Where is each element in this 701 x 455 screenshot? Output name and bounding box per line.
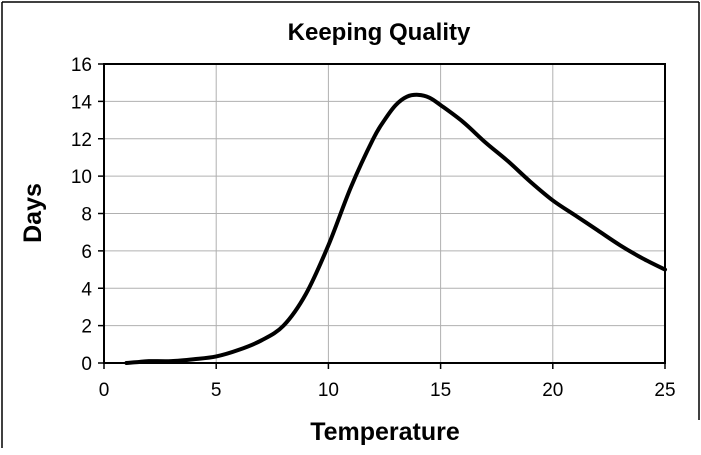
y-tick-label: 16 (71, 55, 92, 76)
x-tick-label: 0 (99, 380, 110, 401)
x-axis-title: Temperature (310, 418, 460, 446)
x-tick-label: 20 (542, 380, 563, 401)
y-tick-label: 6 (81, 242, 92, 263)
x-tick-label: 5 (211, 380, 222, 401)
y-tick-label: 0 (81, 354, 92, 375)
y-tick-label: 12 (71, 130, 92, 151)
x-tick-label: 15 (430, 380, 451, 401)
x-tick-label: 10 (318, 380, 339, 401)
y-tick-label: 10 (71, 167, 92, 188)
y-tick-label: 4 (81, 279, 92, 300)
chart-title: Keeping Quality (288, 19, 471, 46)
x-tick-label: 25 (654, 380, 675, 401)
series (124, 92, 667, 365)
y-tick-label: 2 (81, 317, 92, 338)
grid (104, 64, 665, 363)
axis-ticks: 0 5 10 15 20 25 0 2 4 6 8 10 12 14 16 (71, 55, 676, 401)
series-line (124, 92, 667, 365)
y-axis-title: Days (19, 183, 47, 243)
y-tick-label: 14 (71, 92, 93, 113)
y-tick-label: 8 (81, 205, 92, 226)
